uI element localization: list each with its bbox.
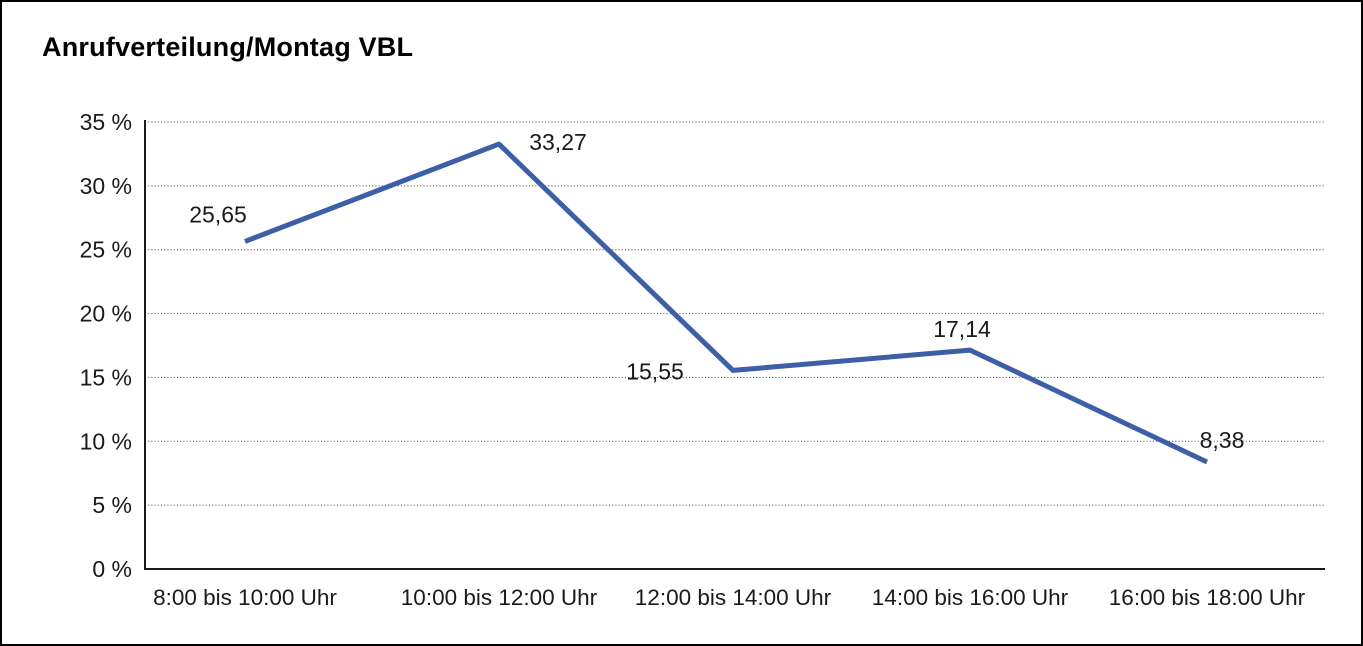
x-axis-category-label: 12:00 bis 14:00 Uhr — [635, 585, 832, 610]
x-axis-category-label: 8:00 bis 10:00 Uhr — [153, 585, 337, 610]
y-axis-tick-label: 5 % — [92, 492, 132, 518]
data-point-label: 15,55 — [626, 358, 684, 384]
y-axis-tick-label: 25 % — [80, 237, 132, 263]
y-axis-tick-label: 30 % — [80, 173, 132, 199]
x-axis-category-label: 10:00 bis 12:00 Uhr — [401, 585, 598, 610]
x-axis-category-label: 14:00 bis 16:00 Uhr — [872, 585, 1069, 610]
y-axis-tick-label: 20 % — [80, 301, 132, 327]
data-point-label: 17,14 — [933, 316, 991, 342]
chart-title: Anrufverteilung/Montag VBL — [42, 32, 414, 62]
data-point-label: 8,38 — [1200, 427, 1245, 453]
data-point-label: 25,65 — [189, 201, 247, 227]
series-line — [244, 141, 1209, 465]
y-axis-tick-label: 35 % — [80, 109, 132, 135]
y-axis-tick-label: 15 % — [80, 364, 132, 390]
x-axis-category-label: 16:00 bis 18:00 Uhr — [1109, 585, 1306, 610]
y-axis-tick-label: 10 % — [80, 428, 132, 454]
data-point-label: 33,27 — [529, 129, 587, 155]
y-axis-tick-label: 0 % — [92, 556, 132, 582]
